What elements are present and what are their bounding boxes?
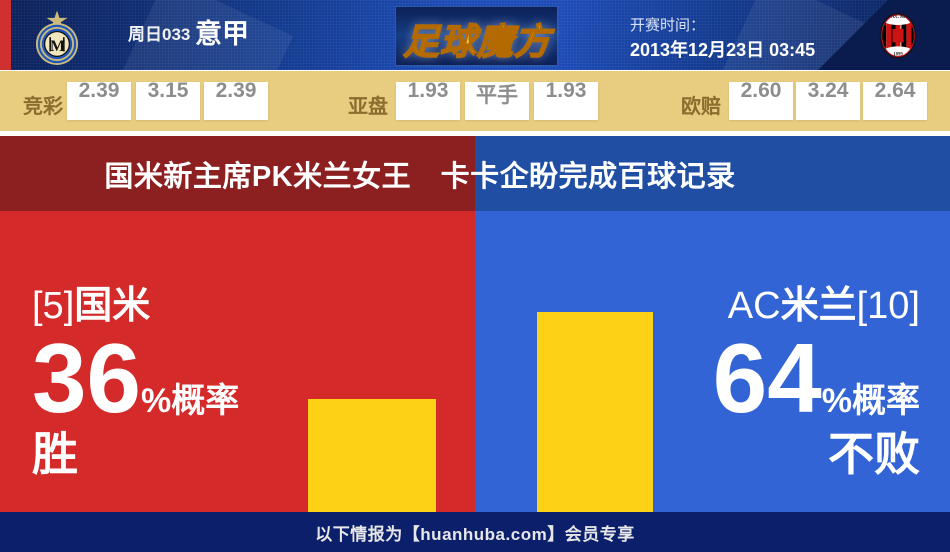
svg-text:M: M xyxy=(50,38,65,55)
svg-text:1899: 1899 xyxy=(893,52,903,57)
svg-text:ACM: ACM xyxy=(891,14,906,20)
